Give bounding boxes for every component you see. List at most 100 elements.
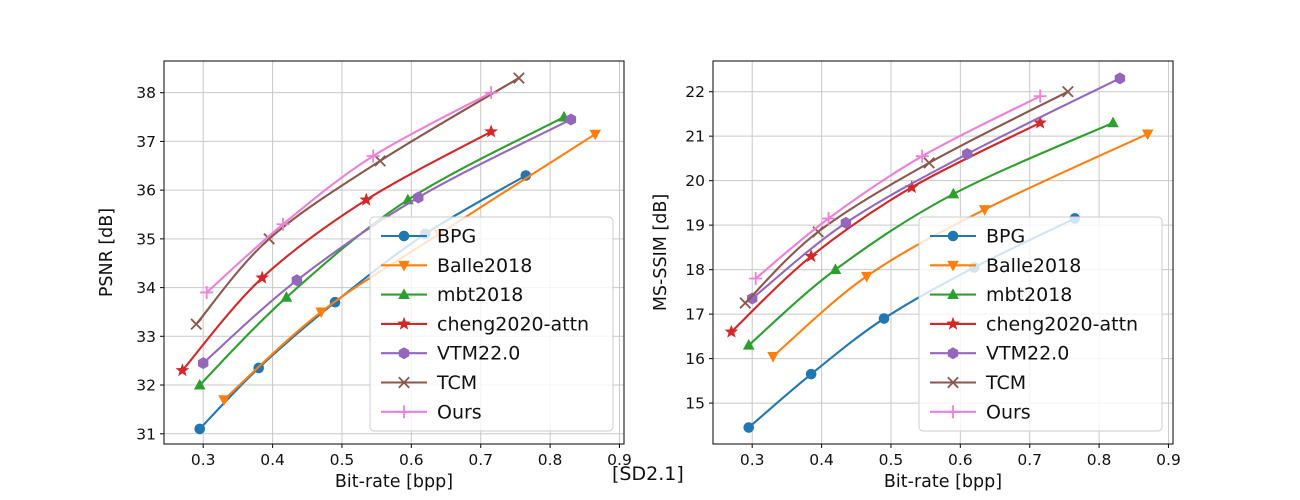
data-point-mbt2018 — [829, 263, 842, 275]
series-markers-Balle2018 — [767, 129, 1154, 363]
legend-marker-triangle-down-icon — [947, 260, 959, 272]
x-axis-label: Bit-rate [bpp] — [335, 472, 453, 492]
y-tick-label: 16 — [685, 350, 705, 368]
series-markers-TCM — [190, 72, 525, 330]
x-tick-label: 0.4 — [809, 451, 834, 469]
data-point-cheng2020-attn — [1033, 115, 1047, 129]
series-markers-cheng2020-attn — [175, 124, 498, 377]
legend-marker-triangle-up-icon — [947, 288, 959, 299]
data-point-VTM22.0 — [962, 147, 973, 160]
data-point-Balle2018 — [1141, 129, 1154, 141]
legend: BPG Balle2018 mbt2018 cheng2020-attn VTM22.0… — [369, 216, 614, 432]
x-axis-label: Bit-rate [bpp] — [884, 472, 1002, 492]
y-tick-label: 17 — [685, 306, 705, 324]
data-point-TCM — [513, 72, 525, 84]
legend-marker-hexagon-icon — [398, 347, 410, 360]
legend-item-BPG: BPG — [381, 226, 476, 248]
data-point-Ours — [1033, 89, 1047, 103]
legend-label: TCM — [436, 372, 477, 394]
x-tick-label: 0.8 — [1087, 451, 1112, 469]
data-point-cheng2020-attn — [359, 192, 374, 206]
x-tick-label: 0.7 — [1017, 451, 1042, 469]
data-point-Balle2018 — [978, 205, 991, 216]
legend-item-Balle2018: Balle2018 — [930, 255, 1081, 277]
legend-item-VTM22.0: VTM22.0 — [381, 343, 520, 365]
legend-item-Ours: Ours — [381, 401, 482, 423]
series-markers-VTM22.0 — [198, 113, 577, 370]
data-point-Ours — [915, 149, 929, 163]
series-line-VTM22.0 — [202, 118, 572, 364]
legend-marker-hexagon-icon — [947, 347, 959, 360]
data-point-Ours — [200, 285, 214, 299]
data-point-Ours — [749, 272, 763, 286]
y-tick-label: 20 — [685, 172, 705, 190]
data-point-VTM22.0 — [747, 292, 758, 305]
series-line-TCM — [195, 77, 520, 325]
data-point-Balle2018 — [589, 129, 602, 141]
x-tick-label: 0.8 — [538, 451, 563, 469]
series-markers-cheng2020-attn — [724, 115, 1047, 338]
data-point-mbt2018 — [742, 339, 755, 350]
legend-item-VTM22.0: VTM22.0 — [930, 343, 1069, 365]
legend-marker-triangle-down-icon — [398, 260, 410, 272]
series-markers-Ours — [200, 86, 498, 299]
data-point-VTM22.0 — [1114, 72, 1126, 85]
legend-item-TCM: TCM — [930, 372, 1026, 394]
x-tick-label: 0.3 — [191, 451, 216, 469]
legend-label: VTM22.0 — [437, 343, 520, 365]
y-tick-label: 34 — [136, 279, 156, 297]
plot-border — [712, 60, 1174, 445]
series-markers-VTM22.0 — [747, 72, 1126, 305]
series-line-cheng2020-attn — [181, 130, 492, 372]
x-tick-label: 0.6 — [948, 451, 973, 469]
legend-item-cheng2020-attn: cheng2020-attn — [930, 313, 1138, 335]
data-point-cheng2020-attn — [804, 249, 819, 263]
data-point-Ours — [276, 217, 290, 231]
legend-marker-plus-icon — [397, 405, 411, 419]
data-point-mbt2018 — [193, 378, 206, 390]
x-tick-label: 0.9 — [607, 451, 632, 469]
data-point-Balle2018 — [218, 395, 230, 406]
x-tick-label: 0.6 — [399, 451, 424, 469]
y-axis-label: MS-SSIM [dB] — [651, 194, 671, 311]
legend-item-cheng2020-attn: cheng2020-attn — [381, 313, 589, 335]
series-line-TCM — [744, 90, 1069, 304]
y-tick-label: 31 — [136, 425, 156, 443]
data-point-TCM — [739, 297, 752, 309]
legend-box — [369, 216, 614, 432]
series-line-mbt2018 — [748, 121, 1114, 347]
subplot-msssim: 0.3 0.4 0.5 0.6 0.7 0.8 0.9 15 16 17 18 19 20 21 22 Bit… — [651, 60, 1181, 492]
data-point-VTM22.0 — [565, 113, 577, 126]
data-point-cheng2020-attn — [175, 363, 190, 377]
x-tick-label: 0.9 — [1156, 451, 1181, 469]
data-point-Balle2018 — [860, 271, 873, 283]
series-line-VTM22.0 — [751, 77, 1121, 300]
data-point-VTM22.0 — [840, 216, 852, 229]
data-point-BPG — [805, 368, 817, 380]
data-point-cheng2020-attn — [484, 124, 498, 138]
legend-item-mbt2018: mbt2018 — [930, 284, 1072, 306]
data-point-Ours — [366, 149, 380, 163]
y-tick-label: 22 — [685, 83, 705, 101]
y-tick-label: 38 — [136, 84, 156, 102]
legend-marker-triangle-up-icon — [398, 288, 410, 299]
data-point-TCM — [190, 318, 203, 330]
series-markers-Ours — [749, 89, 1047, 286]
data-point-cheng2020-attn — [904, 180, 919, 194]
data-point-TCM — [374, 155, 386, 167]
y-tick-label: 15 — [685, 395, 705, 413]
figure-footnote: [SD2.1] — [612, 463, 684, 485]
legend-label: cheng2020-attn — [437, 313, 589, 335]
data-point-BPG — [878, 313, 890, 324]
y-tick-label: 35 — [136, 230, 156, 248]
y-axis-label: PSNR [dB] — [97, 208, 117, 297]
data-point-TCM — [263, 233, 275, 245]
legend-label: BPG — [986, 226, 1025, 248]
legend-label: VTM22.0 — [986, 343, 1069, 365]
series-line-Ours — [755, 95, 1041, 280]
legend-label: cheng2020-attn — [986, 313, 1138, 335]
data-point-mbt2018 — [947, 187, 960, 199]
y-tick-label: 37 — [136, 133, 156, 151]
